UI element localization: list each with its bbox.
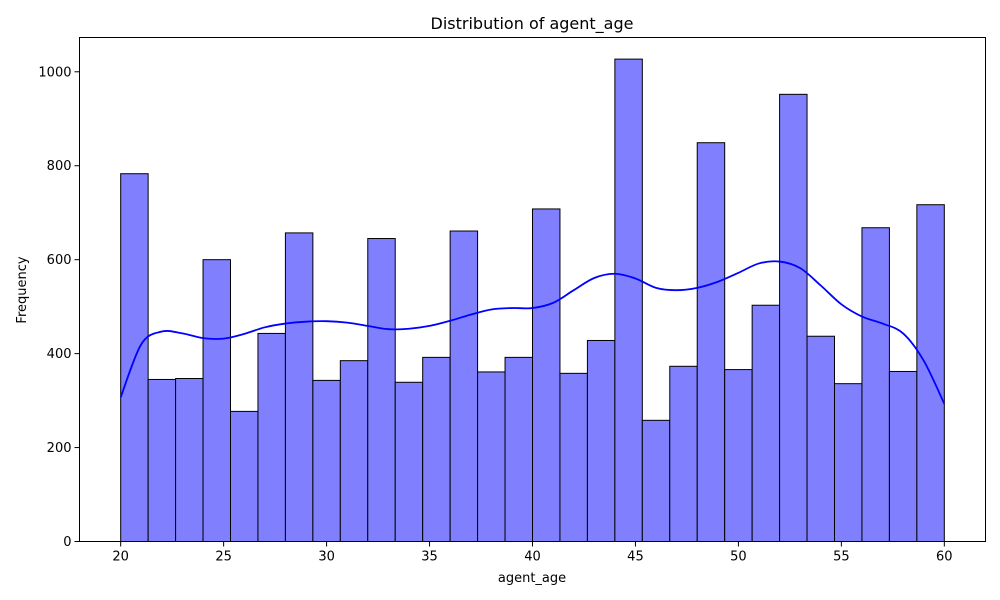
histogram-bar xyxy=(751,304,781,542)
x-tick-label: 45 xyxy=(627,550,644,565)
histogram-bar xyxy=(779,93,808,542)
x-axis-ticks: 20 25 30 35 40 45 50 55 60 xyxy=(112,541,953,565)
x-tick-label: 40 xyxy=(524,550,541,565)
histogram-bar xyxy=(175,378,204,542)
plot-frame xyxy=(79,37,986,542)
chart-title: Distribution of agent_age xyxy=(431,14,634,34)
y-tick-label: 0 xyxy=(63,535,71,550)
histogram-bar xyxy=(806,335,836,543)
histogram-bar xyxy=(559,372,588,543)
histogram-bar xyxy=(422,356,451,543)
histogram-bar xyxy=(147,378,177,542)
histogram-bar xyxy=(312,379,341,542)
histogram-bar xyxy=(861,227,890,542)
histogram-bar xyxy=(614,58,643,542)
histogram-bar xyxy=(394,381,424,542)
histogram-bar xyxy=(202,259,232,542)
histogram-bar xyxy=(367,238,396,542)
y-tick-label: 600 xyxy=(47,253,72,268)
histogram-bar xyxy=(504,356,533,543)
histogram-bar xyxy=(257,332,286,543)
histogram-bar xyxy=(477,371,506,542)
x-tick-label: 60 xyxy=(936,550,953,565)
histogram-bar xyxy=(449,230,479,542)
histogram-bar xyxy=(696,142,726,543)
x-tick-label: 35 xyxy=(421,550,438,565)
x-tick-label: 50 xyxy=(730,550,747,565)
histogram-bar xyxy=(586,339,616,542)
y-tick-label: 800 xyxy=(47,159,72,174)
kde-line xyxy=(119,260,946,405)
histogram-bar xyxy=(834,383,863,542)
kde-layer xyxy=(119,260,946,405)
y-axis-label: Frequency xyxy=(15,256,30,323)
histogram-bar xyxy=(669,365,698,542)
x-tick-label: 30 xyxy=(318,550,335,565)
y-tick-label: 400 xyxy=(47,347,72,362)
x-axis-label: agent_age xyxy=(498,571,566,586)
y-tick-label: 200 xyxy=(47,441,72,456)
histogram-bar xyxy=(641,419,671,543)
bars-group xyxy=(120,58,945,543)
x-tick-label: 55 xyxy=(833,550,850,565)
histogram-bar xyxy=(532,208,561,542)
histogram-bar xyxy=(888,370,918,543)
x-tick-label: 20 xyxy=(112,550,129,565)
histogram-bar xyxy=(724,369,753,543)
y-axis-ticks: 0 200 400 600 800 1000 xyxy=(38,65,80,550)
histogram-bar xyxy=(284,232,314,542)
histogram-bar xyxy=(339,360,369,542)
x-tick-label: 25 xyxy=(215,550,232,565)
y-tick-label: 1000 xyxy=(38,65,71,80)
histogram-bar xyxy=(230,410,259,542)
